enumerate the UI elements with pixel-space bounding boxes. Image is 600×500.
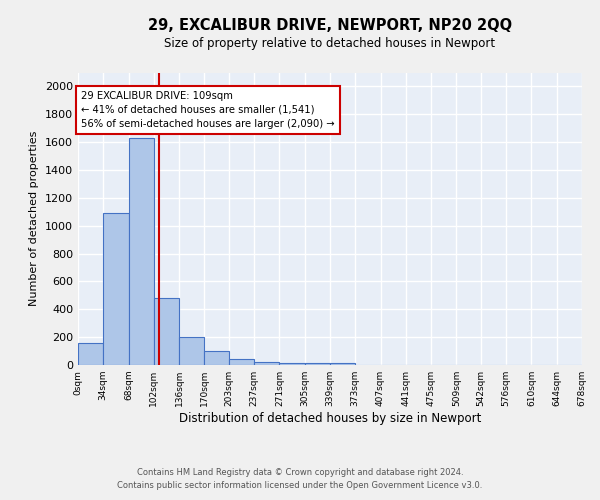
Bar (154, 298, 179, 365)
Bar (280, 363, 305, 365)
Text: Size of property relative to detached houses in Newport: Size of property relative to detached ho… (164, 38, 496, 51)
Bar (254, 362, 280, 365)
Bar (229, 360, 254, 365)
X-axis label: Distribution of detached houses by size in Newport: Distribution of detached houses by size … (179, 412, 481, 425)
Y-axis label: Number of detached properties: Number of detached properties (29, 131, 40, 306)
Bar (128, 138, 154, 365)
Bar (205, 351, 229, 365)
Text: 29, EXCALIBUR DRIVE, NEWPORT, NP20 2QQ: 29, EXCALIBUR DRIVE, NEWPORT, NP20 2QQ (148, 18, 512, 32)
Bar (305, 363, 330, 365)
Bar (103, 213, 128, 365)
Bar (330, 363, 355, 365)
Bar (78, 342, 103, 365)
Text: 29 EXCALIBUR DRIVE: 109sqm
← 41% of detached houses are smaller (1,541)
56% of s: 29 EXCALIBUR DRIVE: 109sqm ← 41% of deta… (81, 90, 335, 128)
Text: Contains HM Land Registry data © Crown copyright and database right 2024.
Contai: Contains HM Land Registry data © Crown c… (118, 468, 482, 490)
Bar (179, 337, 205, 365)
